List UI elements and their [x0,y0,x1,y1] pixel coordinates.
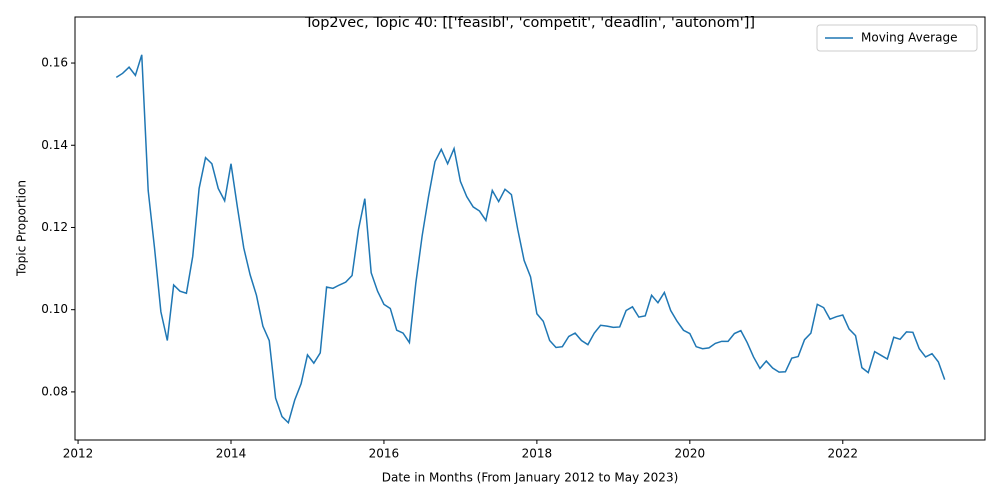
x-tick-label: 2020 [675,447,706,461]
y-tick-label: 0.10 [41,302,68,316]
x-tick-label: 2016 [369,447,400,461]
plot-frame [74,16,986,441]
line-series [115,54,946,425]
y-tick-label: 0.08 [41,384,68,398]
y-axis-label: Topic Proportion [15,180,29,277]
x-tick-label: 2014 [216,447,247,461]
y-tick-label: 0.14 [41,138,68,152]
legend-label: Moving Average [861,31,957,45]
x-tick-label: 2018 [522,447,553,461]
y-tick-label: 0.16 [41,56,68,70]
y-tick-label: 0.12 [41,220,68,234]
x-tick-label: 2012 [63,447,94,461]
chart-title: Top2vec, Topic 40: [['feasibl', 'competi… [304,15,755,31]
x-tick-label: 2022 [827,447,858,461]
x-axis-label: Date in Months (From January 2012 to May… [382,471,679,485]
legend-box [816,24,978,52]
